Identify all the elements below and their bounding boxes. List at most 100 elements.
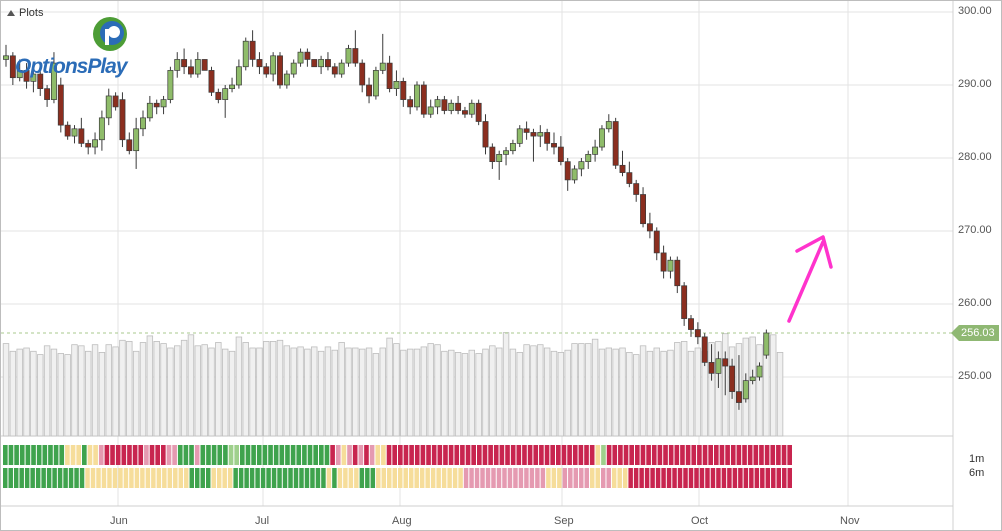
candle-up [434, 99, 441, 108]
candle-up [270, 55, 277, 75]
signal-label-6m: 6m [969, 467, 985, 479]
volume-bar [448, 349, 455, 437]
volume-bar [489, 345, 496, 437]
y-tick-label: 280.00 [958, 151, 992, 163]
signal-6m-cell [507, 468, 513, 488]
candle-up [30, 73, 37, 82]
signal-1m-cell [240, 445, 245, 465]
signal-1m-cell [14, 445, 19, 465]
candle-down [722, 358, 729, 367]
volume-bar [523, 344, 530, 437]
signal-1m-cell [539, 445, 544, 465]
signal-1m-cell [347, 445, 352, 465]
y-tick-label: 250.00 [958, 370, 992, 382]
signal-1m-cell [138, 445, 144, 465]
candle-down [489, 146, 496, 163]
candle-up [105, 95, 112, 119]
signal-6m-cell [227, 468, 233, 488]
signal-1m-cell [234, 445, 239, 465]
signal-1m-cell [736, 445, 742, 465]
signal-6m-cell [173, 468, 178, 488]
candle-up [496, 154, 503, 163]
signal-1m-cell [702, 445, 708, 465]
volume-bar [139, 342, 147, 437]
signal-6m-cell [600, 468, 606, 488]
candle-up [297, 51, 304, 64]
signal-1m-cell [742, 445, 747, 465]
candle-down [729, 365, 736, 392]
candle-down [126, 139, 133, 152]
signal-1m-cell [499, 445, 505, 465]
candle-up [448, 102, 455, 111]
candle-up [749, 376, 756, 381]
signal-1m-cell [719, 445, 725, 465]
signal-6m-cell [622, 468, 628, 488]
signal-6m-cell [354, 468, 359, 488]
candle-down [37, 73, 44, 90]
signal-1m-cell [121, 445, 127, 465]
signal-6m-cell [562, 468, 568, 488]
signal-1m-cell [635, 445, 640, 465]
signal-1m-cell [290, 445, 296, 465]
volume-bar [543, 347, 551, 437]
candle-down [352, 48, 359, 64]
volume-bar [187, 334, 195, 437]
signal-6m-cell [381, 468, 387, 488]
volume-bar [215, 342, 222, 437]
candle-up [468, 102, 475, 115]
signal-1m-cell [668, 445, 674, 465]
signal-6m-cell [112, 468, 118, 488]
signal-1m-cell [561, 445, 567, 465]
signal-1m-cell [330, 445, 335, 465]
signal-1m-cell [747, 445, 753, 465]
signal-1m-cell [262, 445, 268, 465]
signal-1m-cell [595, 445, 601, 465]
volume-bar [304, 348, 311, 437]
volume-bar [550, 350, 558, 437]
candle-down [674, 259, 681, 287]
candle-down [311, 59, 318, 68]
signal-6m-cell [683, 468, 688, 488]
signal-6m-cell [546, 468, 551, 488]
signal-1m-cell [65, 445, 70, 465]
y-tick-label: 270.00 [958, 224, 992, 236]
volume-bar [194, 345, 201, 437]
volume-bar [756, 344, 763, 437]
volume-bar [393, 343, 400, 437]
signal-1m-cell [93, 445, 98, 465]
signal-6m-cell [776, 468, 782, 488]
signal-6m-cell [590, 468, 595, 488]
volume-bar [235, 336, 243, 437]
candle-down [482, 121, 489, 148]
volume-bar [50, 348, 58, 437]
candle-down [564, 161, 571, 181]
y-tick-label: 300.00 [958, 5, 992, 17]
candle-up [194, 59, 201, 75]
candle-down [633, 183, 640, 195]
signal-1m-cell [533, 445, 539, 465]
signal-6m-cell [672, 468, 677, 488]
signal-1m-cell [697, 445, 702, 465]
signal-6m-cell [485, 468, 491, 488]
signal-1m-cell [149, 445, 155, 465]
signal-6m-cell [277, 468, 282, 488]
logo-mark-icon [93, 17, 127, 51]
candle-up [3, 55, 9, 60]
x-tick-label: Oct [691, 515, 709, 527]
signal-6m-cell [41, 468, 46, 488]
signal-6m-cell [469, 468, 474, 488]
plots-menu[interactable]: Plots [7, 7, 43, 19]
signal-6m-cell [244, 468, 249, 488]
volume-bar [482, 348, 489, 437]
candle-up [516, 128, 523, 144]
volume-bar [283, 345, 291, 437]
signal-1m-cell [420, 445, 426, 465]
volume-bar [612, 348, 619, 437]
candle-down [263, 66, 270, 75]
signal-1m-cell [324, 445, 330, 465]
signal-6m-cell [557, 468, 562, 488]
signal-6m-cell [96, 468, 101, 488]
signal-6m-cell [52, 468, 57, 488]
signal-6m-cell [260, 468, 266, 488]
candle-down [331, 66, 338, 75]
